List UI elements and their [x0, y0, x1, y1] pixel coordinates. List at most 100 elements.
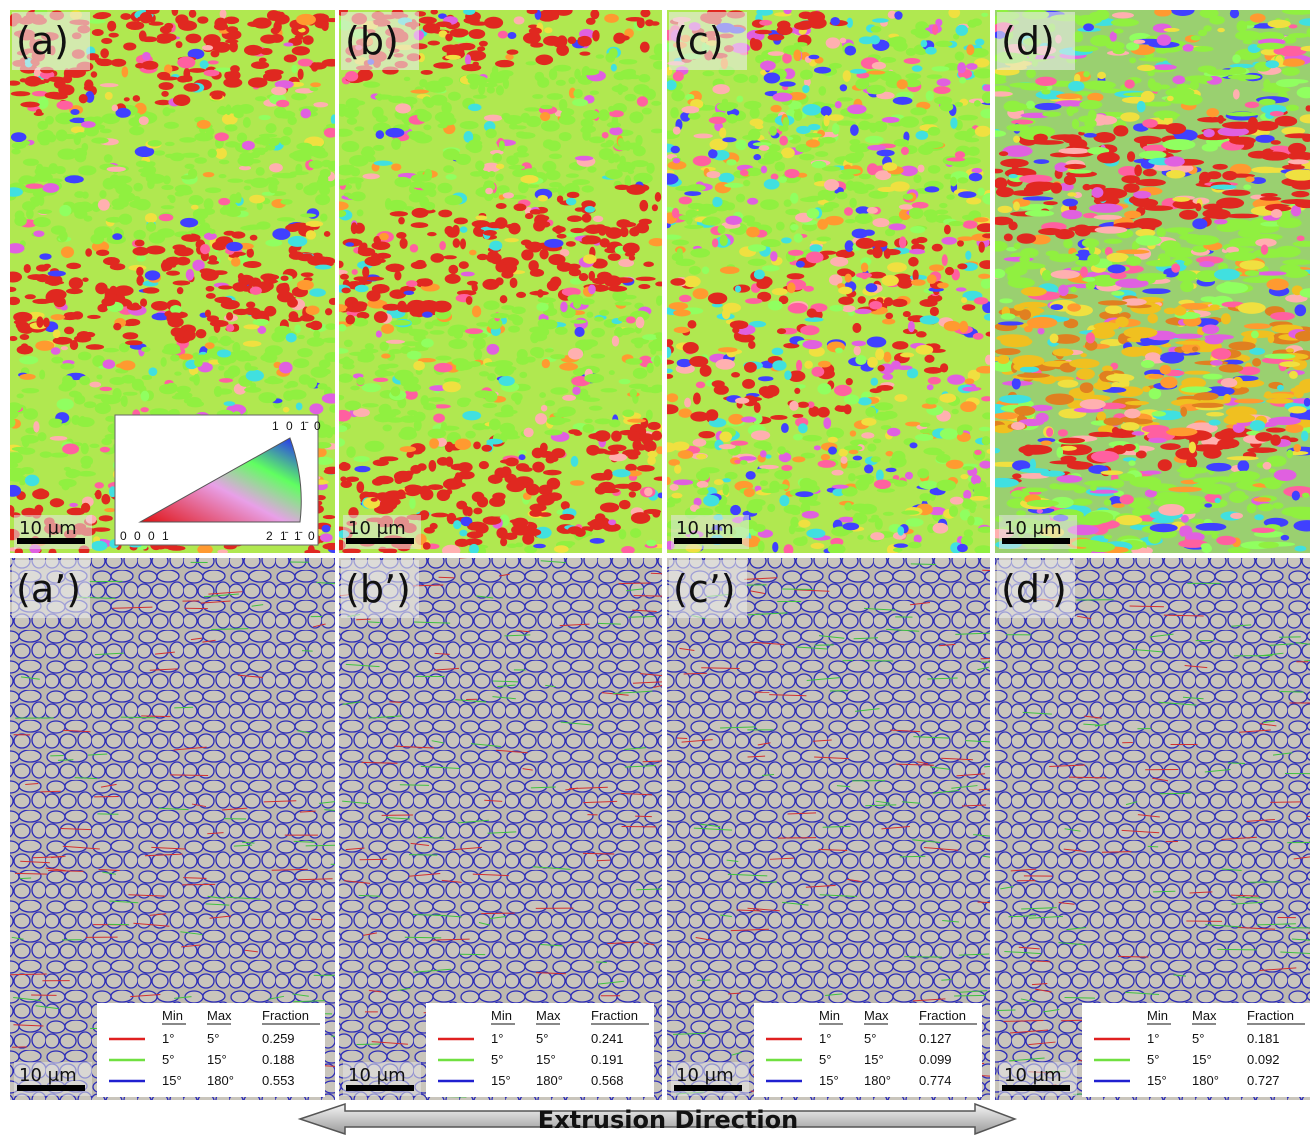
grain	[882, 319, 895, 325]
grain	[39, 253, 51, 259]
grain	[1251, 167, 1278, 174]
grain	[60, 363, 74, 370]
grain	[784, 169, 799, 178]
grain	[909, 249, 925, 255]
grain	[506, 481, 525, 492]
grain	[12, 447, 28, 451]
grain	[1291, 191, 1309, 197]
grain	[324, 128, 338, 138]
grain	[681, 106, 699, 113]
grain	[849, 198, 856, 208]
grain	[712, 238, 718, 247]
grain	[578, 36, 592, 47]
grain	[352, 301, 367, 309]
grain	[770, 251, 777, 261]
grain	[1206, 412, 1224, 417]
grain	[835, 405, 842, 410]
grain	[922, 116, 938, 125]
grain	[1080, 382, 1094, 393]
grain	[487, 86, 495, 93]
grain	[413, 361, 425, 371]
grain	[754, 270, 765, 280]
grain	[864, 464, 873, 473]
grain	[244, 45, 263, 56]
grain	[547, 492, 562, 501]
grain	[790, 224, 799, 230]
grain	[702, 207, 717, 214]
grain	[582, 398, 600, 402]
grain	[887, 262, 907, 272]
grain	[867, 357, 878, 368]
grain	[205, 187, 221, 193]
grain	[267, 376, 278, 384]
grain	[109, 33, 119, 38]
grain	[1034, 159, 1050, 164]
grain	[1165, 227, 1194, 233]
grain	[455, 472, 461, 482]
scale-bar	[674, 538, 742, 544]
grain	[957, 544, 968, 552]
grain	[924, 367, 943, 374]
grain	[808, 17, 826, 28]
grain	[137, 16, 145, 20]
grain	[1013, 136, 1020, 143]
grain	[958, 115, 978, 121]
grain	[77, 417, 95, 427]
grain	[653, 61, 666, 70]
grain	[1199, 179, 1206, 186]
grain	[983, 84, 993, 91]
grain	[161, 263, 167, 272]
grain	[978, 274, 990, 279]
grain	[910, 107, 926, 115]
grain	[293, 358, 309, 368]
grain	[838, 297, 854, 305]
grain	[1046, 427, 1053, 437]
grain	[560, 301, 567, 312]
grain	[48, 76, 65, 82]
grain	[57, 398, 74, 410]
grain	[853, 456, 863, 461]
grain	[23, 408, 38, 420]
grain	[53, 329, 61, 338]
grain	[673, 126, 681, 134]
grain	[506, 224, 517, 228]
grain	[562, 395, 576, 401]
grain	[136, 255, 146, 261]
grain	[271, 87, 287, 96]
grain	[297, 335, 304, 339]
grain	[1273, 502, 1284, 508]
grain	[38, 195, 44, 206]
grain	[808, 124, 820, 130]
grain	[322, 393, 341, 403]
grain	[666, 80, 677, 90]
grain	[589, 406, 603, 411]
grain	[160, 357, 166, 367]
grain	[530, 269, 544, 277]
grain	[592, 30, 599, 42]
grain	[283, 42, 293, 46]
grain	[863, 184, 875, 190]
grain	[84, 401, 96, 408]
grain	[1049, 254, 1079, 263]
grain	[479, 461, 489, 469]
grain	[1061, 450, 1089, 455]
grain	[746, 227, 760, 238]
grain	[781, 237, 792, 243]
grain	[903, 194, 914, 200]
panels: (a)10 μm(b)10 μm(c)10 μm(d)10 μm(a’)10 μ…	[0, 4, 1310, 1100]
grain	[583, 110, 599, 120]
grain	[1154, 7, 1172, 16]
grain	[250, 235, 258, 241]
grain	[961, 297, 967, 303]
grain	[582, 339, 598, 347]
grain	[756, 469, 770, 474]
grain	[310, 87, 319, 91]
grain	[355, 285, 369, 292]
grain	[764, 179, 780, 190]
grain	[858, 397, 872, 405]
grain	[646, 410, 653, 421]
grain	[957, 177, 968, 183]
grain	[553, 65, 571, 72]
grain	[196, 329, 207, 338]
grain	[828, 544, 846, 555]
